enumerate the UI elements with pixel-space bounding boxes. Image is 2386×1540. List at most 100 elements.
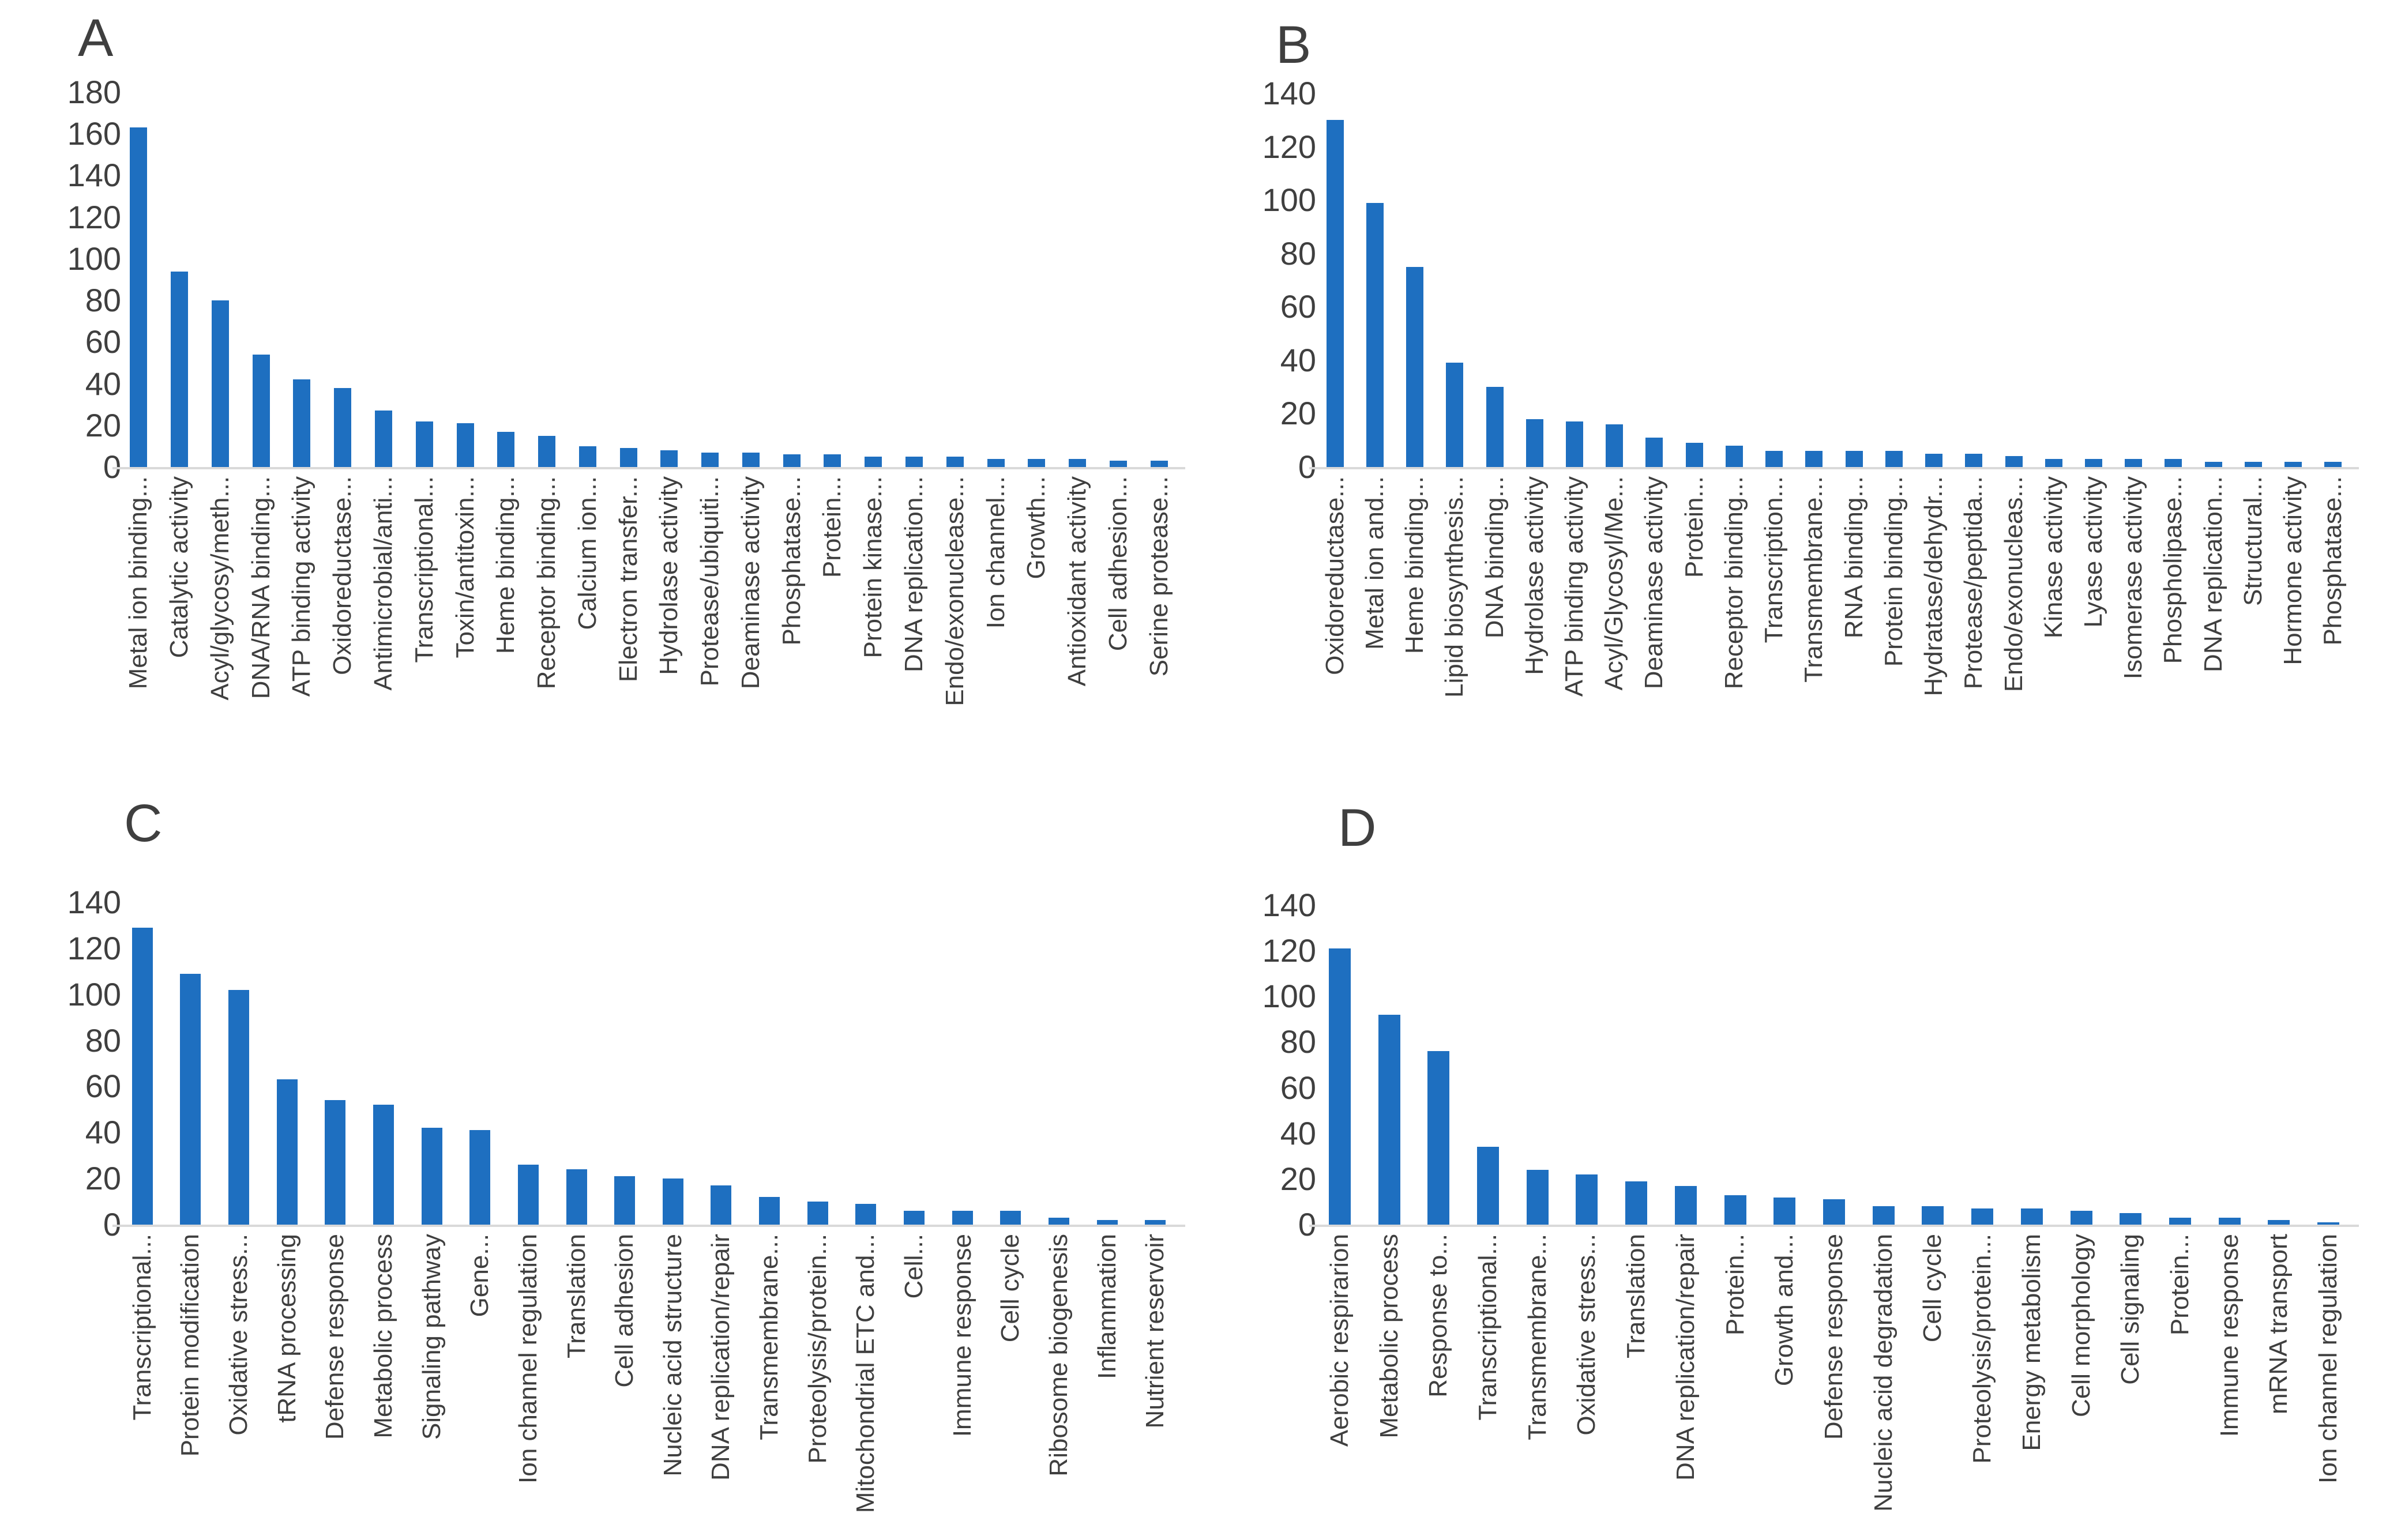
- bar: [1765, 451, 1783, 467]
- x-axis-label: DNA replication/repair: [707, 1234, 735, 1481]
- bar: [1576, 1174, 1598, 1225]
- x-axis-label: DNA replication/repair: [1671, 1234, 1700, 1481]
- bar: [373, 1105, 394, 1225]
- panel-letter-d: D: [1338, 799, 1377, 857]
- x-axis-label: Proteolysis/protein...: [803, 1234, 832, 1464]
- bar: [2205, 462, 2222, 467]
- bar: [2169, 1218, 2191, 1225]
- x-axis-label: Hydratase/dehydr...: [1919, 476, 1948, 696]
- bar: [212, 300, 229, 467]
- x-axis-label: ATP binding activity: [1560, 476, 1588, 697]
- bar: [293, 379, 310, 467]
- bar: [1000, 1211, 1021, 1225]
- bar: [1477, 1147, 1499, 1225]
- bar: [783, 454, 801, 467]
- bar: [663, 1178, 683, 1225]
- bar: [566, 1169, 587, 1225]
- bar: [1446, 363, 1463, 467]
- bar: [1097, 1220, 1118, 1225]
- x-axis-label: Hydrolase activity: [1520, 476, 1549, 675]
- x-axis-label: Aerobic respirarion: [1325, 1234, 1354, 1447]
- x-axis-label: Protease/ubiquiti...: [696, 476, 724, 687]
- x-axis-label: Growth...: [1022, 476, 1050, 579]
- x-axis-label: Nutrient reservoir: [1141, 1234, 1169, 1429]
- x-axis-label: Heme binding...: [1400, 476, 1429, 654]
- bar: [422, 1128, 442, 1225]
- y-tick-label: 20: [85, 1160, 121, 1197]
- bar: [2120, 1213, 2141, 1225]
- x-axis-label: Lyase activity: [2079, 476, 2107, 628]
- x-axis-label: Phospholipase...: [2159, 476, 2187, 664]
- y-tick-label: 20: [1280, 1160, 1316, 1197]
- x-axis-label: Cell cycle: [996, 1234, 1024, 1343]
- x-axis-label: Metal ion and...: [1361, 476, 1389, 650]
- bar: [865, 457, 882, 467]
- y-tick-label: 100: [67, 240, 121, 277]
- bar: [1486, 387, 1504, 467]
- bar: [1527, 1170, 1549, 1225]
- x-axis-label: Deaminase activity: [1640, 476, 1668, 690]
- x-axis-label: Cell adhesion: [610, 1234, 638, 1388]
- x-axis-label: Metabolic process: [369, 1234, 397, 1439]
- x-axis-label: Defense response: [1820, 1234, 1848, 1440]
- x-axis-line: [112, 467, 1185, 469]
- bar: [416, 421, 433, 467]
- bar: [2071, 1211, 2092, 1225]
- bar: [987, 459, 1005, 467]
- bar: [1069, 459, 1086, 467]
- y-tick-label: 60: [85, 1068, 121, 1105]
- y-tick-label: 140: [1262, 887, 1316, 923]
- x-axis-label: Toxin/antitoxin...: [451, 476, 479, 658]
- bar: [904, 1211, 925, 1225]
- x-axis-label: Transmembrane...: [1523, 1234, 1551, 1440]
- bar: [1971, 1208, 1993, 1225]
- y-tick-label: 60: [1280, 288, 1316, 325]
- bar: [171, 272, 188, 467]
- y-tick-label: 120: [67, 198, 121, 235]
- x-axis-label: Endo/exonucleas...: [2000, 476, 2028, 692]
- x-axis-label: Transmembrane...: [1799, 476, 1828, 683]
- bar: [1145, 1220, 1166, 1225]
- bar: [1028, 459, 1045, 467]
- bar: [2268, 1220, 2290, 1225]
- x-axis-label: DNA replication...: [900, 476, 928, 672]
- y-tick-label: 80: [85, 282, 121, 319]
- bar: [1675, 1186, 1697, 1225]
- bar: [1327, 120, 1344, 467]
- x-axis-label: Phosphatase...: [2319, 476, 2347, 646]
- x-axis-label: Protein modification: [176, 1234, 204, 1457]
- y-tick-label: 180: [67, 74, 121, 110]
- panel-letter-a: A: [78, 9, 114, 67]
- x-axis-label: Signaling pathway: [418, 1234, 446, 1440]
- y-tick-label: 60: [1280, 1069, 1316, 1106]
- bar: [469, 1130, 490, 1225]
- x-axis-label: Response to...: [1424, 1234, 1452, 1398]
- bar: [614, 1176, 635, 1225]
- bar: [1606, 424, 1623, 467]
- x-axis-label: Metal ion binding...: [124, 476, 152, 690]
- bar: [2021, 1208, 2043, 1225]
- y-tick-label: 100: [1262, 978, 1316, 1015]
- y-tick-label: 40: [85, 365, 121, 402]
- bar: [1378, 1015, 1400, 1225]
- x-axis-label: Immune response: [2215, 1234, 2244, 1437]
- bar: [2005, 456, 2023, 467]
- x-axis-line: [112, 1225, 1185, 1227]
- bar: [253, 355, 270, 467]
- x-axis-label: Inflammation: [1093, 1234, 1121, 1379]
- x-axis-label: Calcium ion...: [573, 476, 602, 630]
- bar: [1773, 1198, 1795, 1225]
- bar: [807, 1202, 828, 1225]
- x-axis-label: Antimicrobial/anti...: [369, 476, 397, 691]
- x-axis-label: Cell cycle: [1918, 1234, 1947, 1343]
- bar: [1526, 419, 1543, 467]
- bar: [1329, 948, 1351, 1225]
- x-axis-label: Kinase activity: [2039, 476, 2068, 639]
- bar: [2284, 462, 2302, 467]
- x-axis-label: Structural...: [2239, 476, 2267, 606]
- bar: [711, 1185, 731, 1225]
- bar: [130, 127, 147, 467]
- bar: [2125, 459, 2142, 467]
- x-axis-label: ATP binding activity: [287, 476, 315, 697]
